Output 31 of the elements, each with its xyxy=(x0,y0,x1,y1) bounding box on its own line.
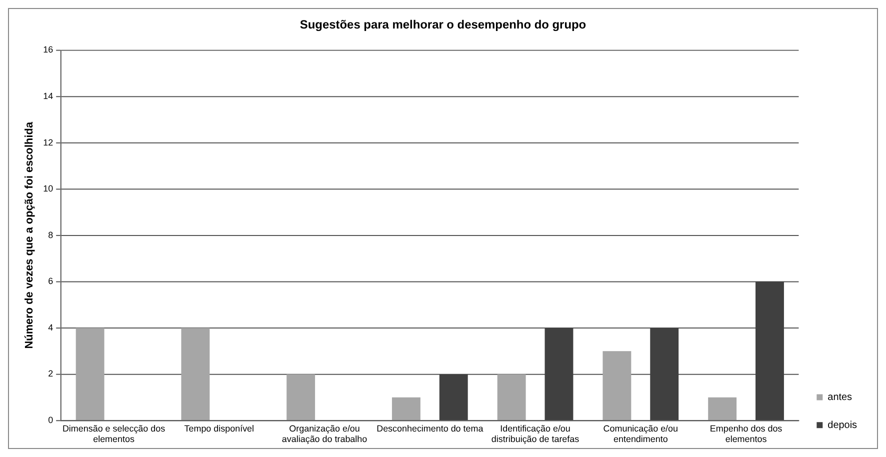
bar xyxy=(544,328,574,420)
y-tick-label: 6 xyxy=(48,276,54,286)
x-tick-label: Desconhecimento do tema xyxy=(376,423,484,434)
x-tick-label: Tempo disponível xyxy=(184,423,254,434)
chart-title: Sugestões para melhorar o desempenho do grupo xyxy=(300,17,586,32)
y-tick-label: 16 xyxy=(43,44,54,55)
bar xyxy=(286,374,316,420)
bar xyxy=(76,328,104,420)
y-tick-label: 10 xyxy=(43,184,54,194)
bar xyxy=(392,397,420,420)
x-tick-label: Empenho dos dos elementos xyxy=(710,423,783,444)
y-tick-label: 4 xyxy=(48,322,54,332)
legend-label: antes xyxy=(828,392,852,403)
bar xyxy=(181,328,210,420)
y-axis-title: Número de vezes que a opção foi escolhida xyxy=(24,121,36,349)
y-tick-label: 2 xyxy=(48,368,54,379)
y-tick-label: 0 xyxy=(48,415,54,425)
legend-label: depois xyxy=(828,420,858,431)
y-tick-label: 8 xyxy=(48,230,54,240)
bar xyxy=(439,374,468,420)
bar xyxy=(497,374,526,420)
y-tick-label: 12 xyxy=(43,137,54,148)
y-tick-label: 14 xyxy=(43,90,54,101)
bar xyxy=(602,351,632,420)
x-tick-label: Comunicação e/ou entendimento xyxy=(603,423,678,444)
bar xyxy=(756,282,784,420)
bar xyxy=(650,328,679,420)
bar xyxy=(708,397,737,420)
x-tick-label: Identificação e/ou distribuição de tarefas xyxy=(491,423,580,444)
x-tick-label: Organização e/ou avaliação do trabalho xyxy=(282,423,368,444)
x-tick-label: Dimensão e selecção dos elementos xyxy=(62,423,166,444)
